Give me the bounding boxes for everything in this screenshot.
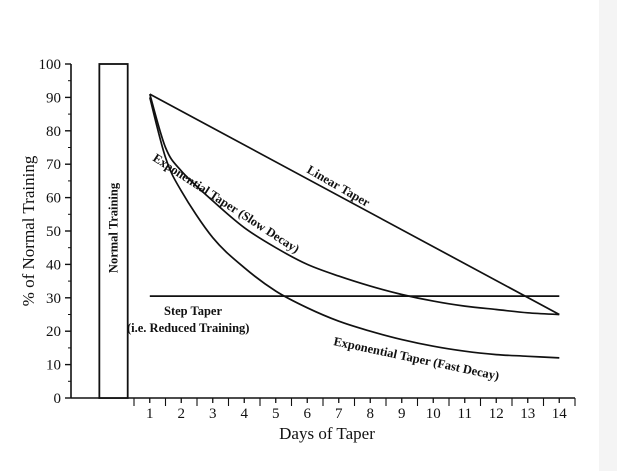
slow-decay-line [148,93,560,316]
x-tick-label: 9 [398,406,406,422]
x-tick-label: 10 [426,406,441,422]
y-axis-title: % of Normal Training [19,155,38,306]
y-tick-label: 50 [46,224,61,240]
y-tick-label: 10 [46,358,61,374]
x-tick-label: 2 [178,406,186,422]
x-tick-label: 7 [335,406,343,422]
y-tick-label: 30 [46,291,61,307]
x-axis-title: Days of Taper [279,424,375,443]
x-tick-label: 8 [367,406,375,422]
x-tick-label: 6 [304,406,312,422]
y-tick-label: 40 [46,257,61,273]
normal-training-label: Normal Training [107,182,121,273]
y-tick-label: 70 [46,157,61,173]
x-tick-label: 5 [272,406,280,422]
fast-decay-label: Exponential Taper (Fast Decay) [332,334,500,383]
y-tick-label: 80 [46,124,61,140]
x-tick-label: 3 [209,406,217,422]
normal-training-bar [98,63,129,399]
y-tick-label: 60 [46,191,61,207]
series-layer [148,93,560,359]
right-edge-strip [599,0,617,471]
y-tick-label: 0 [54,391,62,407]
x-tick-label: 4 [241,406,249,422]
x-tick-label: 12 [489,406,504,422]
x-tick-label: 1 [146,406,154,422]
slow-decay-label: Exponential Taper (Slow Decay) [150,151,302,256]
linear-taper-label: Linear Taper [305,162,373,209]
y-tick-label: 20 [46,324,61,340]
x-tick-label: 14 [552,406,568,422]
x-tick-label: 11 [458,406,472,422]
bars-layer: Normal Training [98,63,129,399]
step-taper-label-1: Step Taper [164,304,222,318]
linear-taper-line [149,93,560,316]
y-tick-label: 100 [39,57,62,73]
fast-decay-line [148,97,560,359]
step-taper-label-2: (i.e. Reduced Training) [127,321,249,335]
x-tick-label: 13 [520,406,535,422]
y-tick-label: 90 [46,90,61,106]
